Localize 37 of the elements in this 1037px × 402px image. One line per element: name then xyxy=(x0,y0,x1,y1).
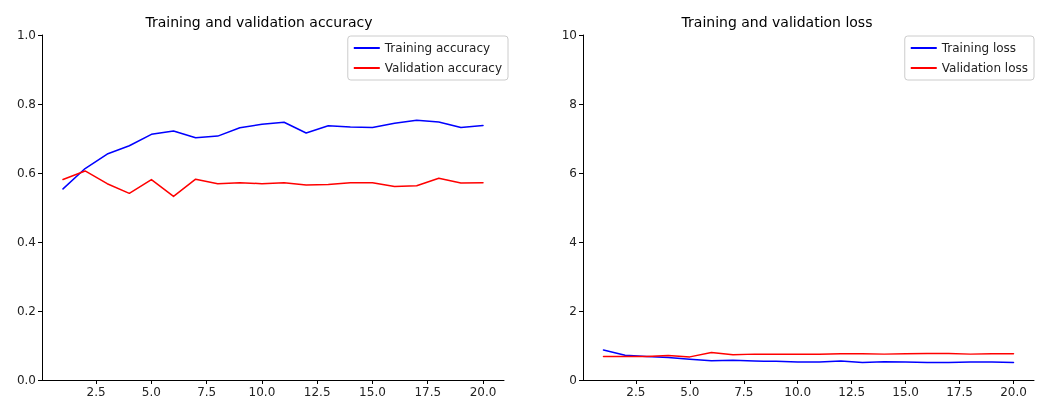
x-tick-label: 20.0 xyxy=(469,385,497,399)
x-tick-label: 2.5 xyxy=(626,385,646,399)
y-tick-label: 4 xyxy=(569,235,577,249)
x-tick-label: 5.0 xyxy=(680,385,700,399)
x-tick-label: 15.0 xyxy=(359,385,386,399)
y-tick-label: 0.2 xyxy=(16,304,36,318)
chart-title: Training and validation accuracy xyxy=(144,14,373,30)
x-tick-label: 7.5 xyxy=(734,385,754,399)
y-tick-label: 0.6 xyxy=(16,166,36,180)
x-tick-label: 17.5 xyxy=(414,385,442,399)
y-tick-label: 2 xyxy=(569,304,577,318)
y-tick-label: 8 xyxy=(569,97,577,111)
x-tick-label: 7.5 xyxy=(197,385,217,399)
line-series xyxy=(62,119,484,190)
y-tick-label: 6 xyxy=(569,166,577,180)
line-series xyxy=(602,349,1015,364)
x-tick-label: 10.0 xyxy=(784,385,812,399)
x-tick-label: 12.5 xyxy=(303,385,331,399)
legend-label: Validation loss xyxy=(941,61,1028,75)
y-tick-label: 0 xyxy=(569,373,577,387)
y-tick-label: 0.4 xyxy=(16,235,36,249)
x-tick-label: 15.0 xyxy=(892,385,919,399)
x-tick-label: 2.5 xyxy=(86,385,106,399)
y-tick-label: 10 xyxy=(561,28,577,42)
y-tick-label: 1.0 xyxy=(16,28,36,42)
x-tick-label: 5.0 xyxy=(141,385,161,399)
y-tick-label: 0.8 xyxy=(16,97,36,111)
y-tick-label: 0.0 xyxy=(16,373,36,387)
legend-label: Training accuracy xyxy=(383,41,491,55)
x-tick-label: 17.5 xyxy=(946,385,973,399)
line-series xyxy=(62,170,484,198)
legend-label: Training loss xyxy=(940,41,1017,55)
chart-title: Training and validation loss xyxy=(680,14,873,30)
x-tick-label: 12.5 xyxy=(838,385,866,399)
x-tick-label: 10.0 xyxy=(248,385,276,399)
legend-label: Validation accuracy xyxy=(384,61,503,75)
x-tick-label: 20.0 xyxy=(1000,385,1027,399)
